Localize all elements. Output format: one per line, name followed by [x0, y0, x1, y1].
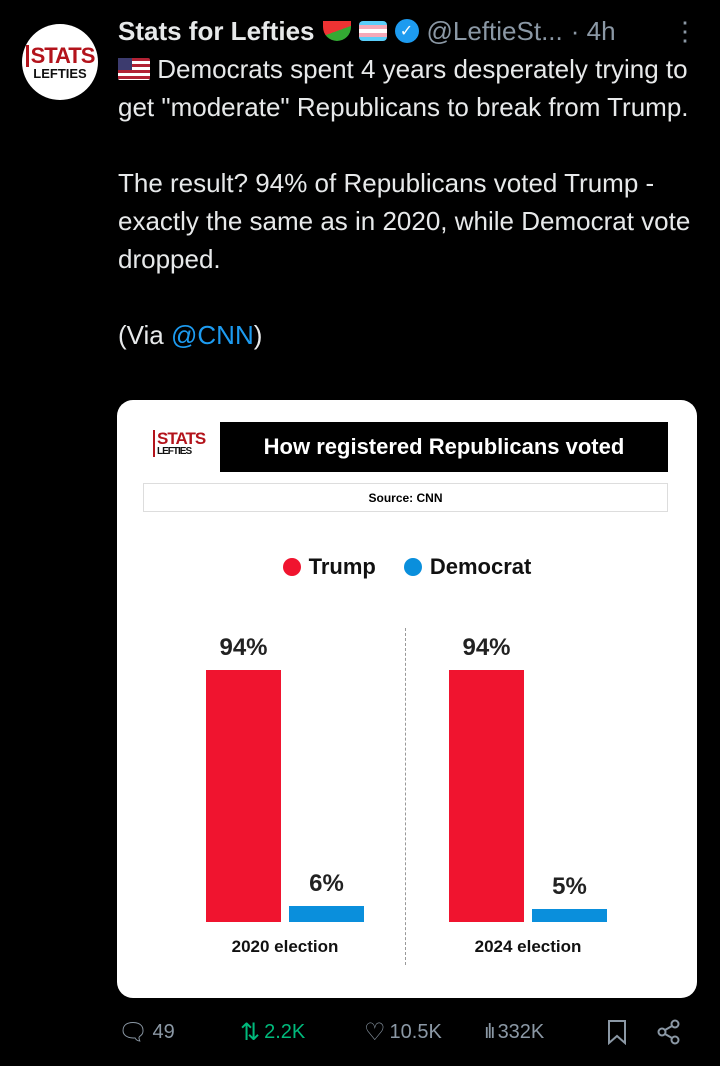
- more-options-icon[interactable]: ⋮: [672, 16, 698, 46]
- views-icon: ılı: [484, 1020, 495, 1043]
- chart-legend: Trump Democrat: [117, 554, 697, 580]
- bar-trump-1: [206, 670, 281, 922]
- author-name[interactable]: Stats for Lefties: [118, 15, 315, 46]
- value-label: 94%: [219, 634, 268, 662]
- post-time: · 4h: [570, 15, 616, 46]
- legend-democrat: Democrat: [403, 554, 531, 580]
- trans-flag-icon: [358, 21, 387, 41]
- author-handle[interactable]: @LeftieSt...: [426, 15, 563, 46]
- legend-trump: Trump: [282, 554, 376, 580]
- us-flag-icon: [118, 58, 150, 80]
- category-label: 2024 election: [474, 937, 582, 956]
- value-label: 5%: [552, 872, 587, 900]
- post-header: Stats for Lefties ✓ @LeftieSt... · 4h: [118, 14, 616, 48]
- bar-trump-2: [449, 670, 524, 922]
- category-label: 2020 election: [231, 937, 339, 956]
- reply-icon: 🗨︎: [118, 1018, 149, 1046]
- bar-democrat-1: [289, 905, 364, 922]
- repost-icon: ⇅: [240, 1018, 261, 1046]
- bookmark-button[interactable]: [607, 1012, 627, 1052]
- verified-badge-icon: ✓: [394, 19, 419, 43]
- avatar[interactable]: STATS LEFTIES: [22, 24, 98, 100]
- share-icon: [657, 1019, 680, 1045]
- bookmark-icon: [608, 1020, 626, 1045]
- share-button[interactable]: [656, 1012, 682, 1052]
- views-button[interactable]: ılı 332K: [484, 1020, 545, 1043]
- watermelon-icon: [322, 21, 351, 41]
- action-bar: 🗨︎ 49 ⇅ 2.2K ♡ 10.5K ılı 332K: [0, 1012, 720, 1052]
- chart-source: Source: CNN: [143, 483, 668, 512]
- post-text: Democrats spent 4 years desperately tryi…: [118, 54, 691, 350]
- cnn-mention-link[interactable]: @CNN: [171, 320, 254, 350]
- chart-title: How registered Republicans voted: [220, 422, 668, 472]
- value-label: 94%: [462, 634, 511, 662]
- bar-democrat-2: [532, 908, 607, 922]
- value-label: 6%: [309, 869, 344, 897]
- chart-image[interactable]: STATS LEFTIES How registered Republicans …: [117, 400, 697, 998]
- reply-button[interactable]: 🗨︎ 49: [118, 1018, 175, 1046]
- like-button[interactable]: ♡ 10.5K: [364, 1018, 442, 1046]
- chart-divider: [405, 628, 406, 965]
- heart-icon: ♡: [364, 1018, 386, 1046]
- repost-button[interactable]: ⇅ 2.2K: [240, 1018, 306, 1046]
- stats-lefties-logo: STATS LEFTIES: [153, 430, 206, 457]
